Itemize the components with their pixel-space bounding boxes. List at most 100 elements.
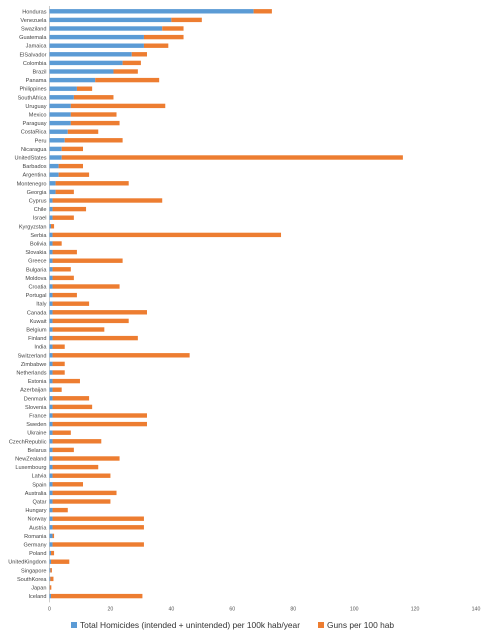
category-label: Brazil bbox=[33, 70, 47, 76]
category-label: CostaRica bbox=[21, 130, 48, 136]
bar-guns bbox=[122, 60, 141, 66]
bar-guns bbox=[76, 86, 93, 91]
bar-guns bbox=[52, 301, 90, 306]
category-label: Belarus bbox=[28, 448, 47, 454]
bar-homicides bbox=[49, 439, 53, 444]
category-label: Netherlands bbox=[16, 371, 46, 377]
legend-label: Total Homicides (intended + unintended) … bbox=[80, 620, 300, 630]
category-label: Panama bbox=[26, 78, 48, 84]
bar-homicides bbox=[49, 284, 53, 289]
category-label: Peru bbox=[35, 138, 47, 144]
bar-guns bbox=[52, 284, 120, 289]
category-label: Bolivia bbox=[30, 242, 47, 248]
category-label: Montenegro bbox=[17, 181, 47, 187]
bar-guns bbox=[143, 43, 169, 48]
bar-guns bbox=[52, 447, 74, 453]
bar-guns bbox=[131, 52, 147, 57]
category-label: Hungary bbox=[25, 508, 46, 514]
legend-label: Guns per 100 hab bbox=[327, 620, 394, 630]
bar-guns bbox=[55, 189, 74, 195]
category-label: Norway bbox=[28, 517, 47, 523]
category-label: Estonia bbox=[28, 379, 48, 385]
bar-homicides bbox=[49, 34, 144, 40]
bar-guns bbox=[52, 430, 71, 435]
bar-guns bbox=[52, 241, 62, 246]
bar-homicides bbox=[49, 43, 144, 48]
bar-guns bbox=[61, 155, 403, 160]
category-label: Portugal bbox=[26, 293, 47, 299]
bar-guns bbox=[50, 568, 52, 573]
bar-guns bbox=[52, 525, 144, 530]
bar-homicides bbox=[49, 413, 53, 418]
category-label: Poland bbox=[29, 551, 46, 557]
category-label: Swaziland bbox=[21, 27, 47, 33]
bar-homicides bbox=[49, 69, 114, 74]
bar-homicides bbox=[49, 482, 53, 487]
bar-homicides bbox=[49, 224, 52, 229]
bar-guns bbox=[52, 327, 105, 332]
bar-homicides bbox=[49, 181, 56, 186]
x-tick-label: 100 bbox=[350, 606, 359, 612]
bar-guns bbox=[52, 310, 147, 315]
category-label: Japan bbox=[31, 586, 46, 592]
bar-homicides bbox=[49, 430, 53, 435]
bar-homicides bbox=[49, 206, 53, 212]
bar-homicides bbox=[49, 516, 53, 521]
bar-guns bbox=[52, 249, 77, 255]
category-label: France bbox=[29, 414, 46, 420]
bar-homicides bbox=[49, 568, 51, 573]
bar-homicides bbox=[49, 318, 53, 324]
category-label: Iceland bbox=[28, 594, 46, 600]
bar-homicides bbox=[49, 378, 53, 384]
bar-guns bbox=[58, 172, 90, 177]
bar-homicides bbox=[49, 60, 123, 66]
bar-guns bbox=[52, 396, 90, 401]
bar-homicides bbox=[49, 112, 71, 117]
bar-homicides bbox=[49, 275, 53, 281]
bar-guns bbox=[52, 344, 65, 349]
bar-homicides bbox=[49, 370, 53, 375]
category-label: Qatar bbox=[33, 500, 47, 506]
bar-homicides bbox=[49, 396, 53, 401]
bar-homicides bbox=[49, 129, 68, 134]
bar-guns bbox=[253, 9, 272, 14]
bar-guns bbox=[52, 335, 138, 341]
category-label: Jamaica bbox=[26, 44, 48, 50]
bar-guns bbox=[52, 292, 77, 298]
bar-homicides bbox=[49, 138, 65, 143]
category-label: Romania bbox=[24, 534, 47, 540]
bar-homicides bbox=[49, 473, 53, 478]
bar-guns bbox=[52, 353, 190, 358]
bar-guns bbox=[51, 224, 55, 229]
bar-homicides bbox=[49, 249, 53, 255]
category-label: Zimbabwe bbox=[21, 362, 47, 368]
bar-guns bbox=[52, 542, 144, 547]
x-tick-label: 120 bbox=[411, 606, 420, 612]
category-label: Israel bbox=[33, 216, 47, 222]
category-label: Philippines bbox=[19, 87, 46, 93]
category-label: Argentina bbox=[23, 173, 48, 179]
bar-guns bbox=[52, 206, 87, 212]
bar-homicides bbox=[49, 404, 53, 410]
bar-guns bbox=[64, 138, 123, 143]
bar-guns bbox=[162, 26, 184, 31]
bar-homicides bbox=[49, 77, 96, 83]
category-label: Slovenia bbox=[25, 405, 47, 411]
bar-homicides bbox=[49, 232, 53, 238]
bar-homicides bbox=[49, 52, 132, 57]
bar-guns bbox=[171, 17, 202, 23]
category-label: Georgia bbox=[27, 190, 48, 196]
bar-guns bbox=[52, 490, 117, 496]
category-label: Uruguay bbox=[25, 104, 46, 110]
x-tick-label: 80 bbox=[290, 606, 296, 612]
category-label: Cyprus bbox=[29, 199, 47, 205]
bar-guns bbox=[73, 95, 114, 100]
bar-homicides bbox=[49, 172, 59, 177]
category-label: Spain bbox=[32, 482, 46, 488]
category-label: SouthKorea bbox=[17, 577, 47, 583]
bar-homicides bbox=[49, 421, 53, 427]
bar-homicides bbox=[49, 464, 53, 470]
bar-guns bbox=[52, 361, 65, 367]
category-label: Guatemala bbox=[19, 35, 47, 41]
